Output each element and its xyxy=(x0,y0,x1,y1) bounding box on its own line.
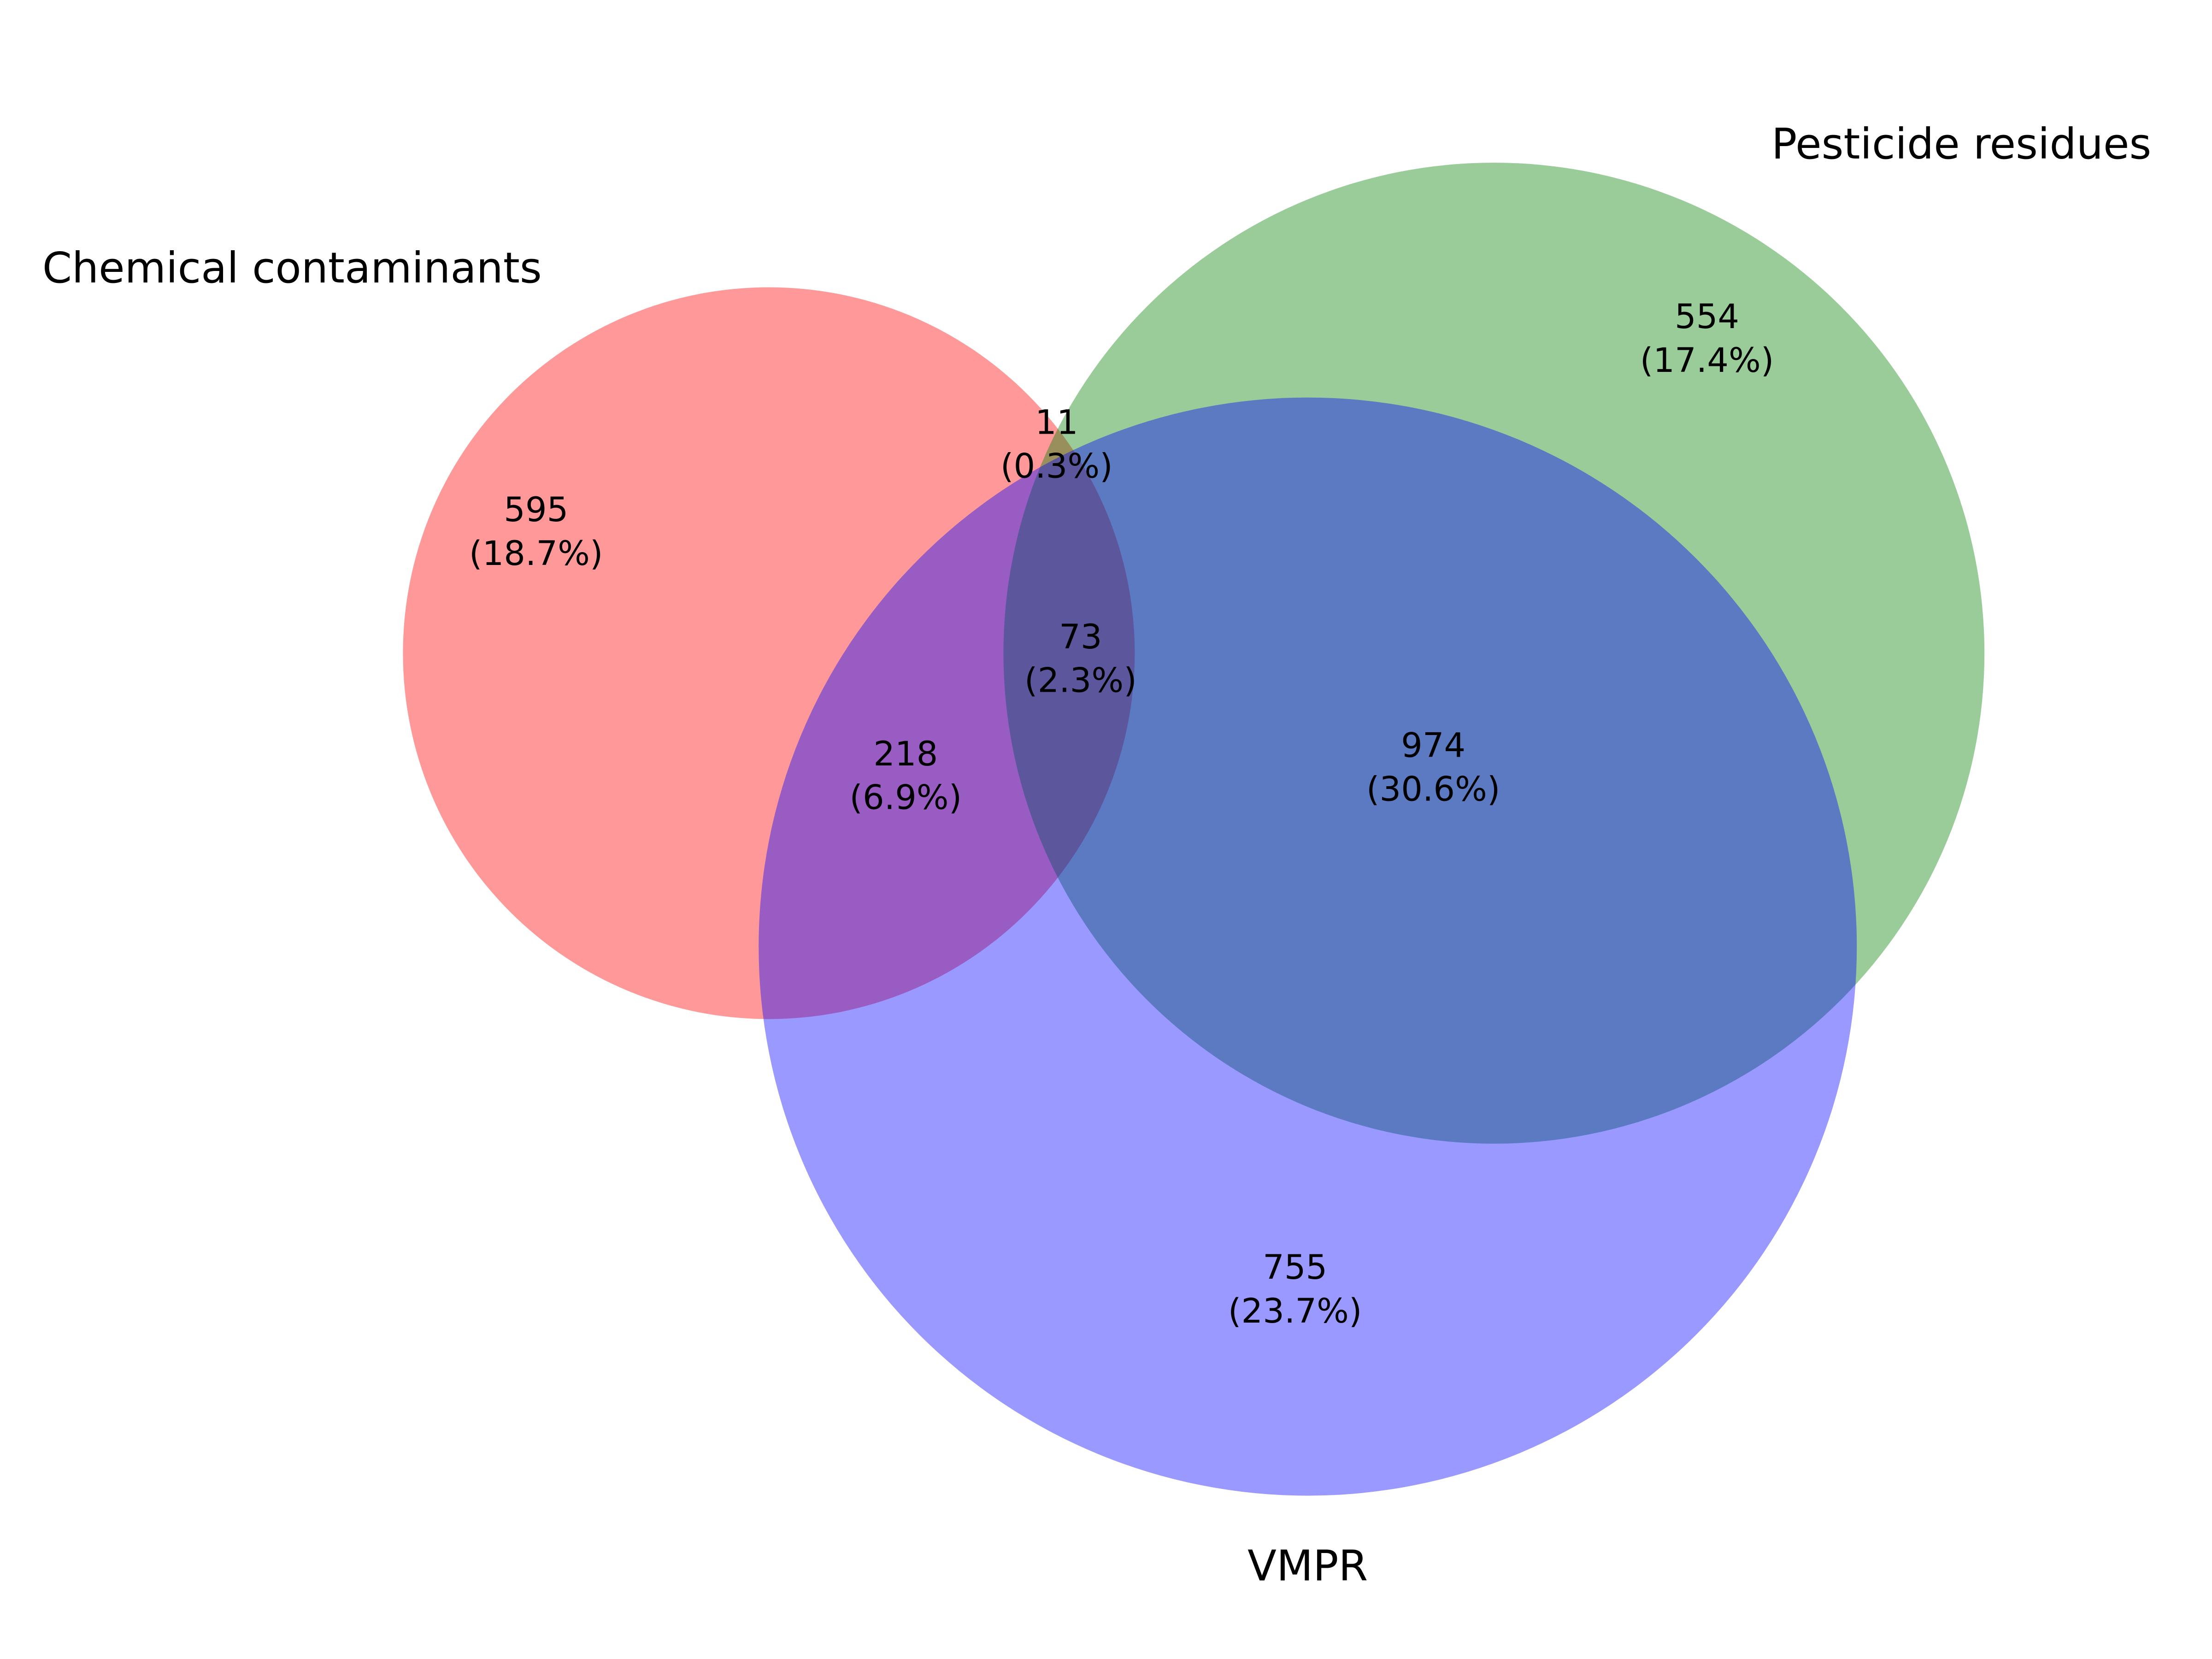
region-percent: (2.3%) xyxy=(1024,661,1137,700)
region-percent: (0.3%) xyxy=(1000,447,1113,486)
region-percent: (23.7%) xyxy=(1228,1292,1362,1331)
region-percent: (18.7%) xyxy=(469,534,603,573)
region-percent: (17.4%) xyxy=(1640,341,1774,380)
region-count: 73 xyxy=(1059,618,1102,657)
set-label: Pesticide residues xyxy=(1771,119,2151,169)
set-circle xyxy=(403,287,1135,1019)
region-count: 218 xyxy=(873,735,938,774)
region-percent: (6.9%) xyxy=(849,778,962,818)
region-count: 11 xyxy=(1035,403,1078,442)
region-count: 974 xyxy=(1401,726,1465,765)
set-label: Chemical contaminants xyxy=(42,243,542,293)
region-count: 755 xyxy=(1263,1248,1327,1287)
set-circle xyxy=(759,397,1857,1496)
labels: Chemical contaminants Pesticide residues V… xyxy=(42,119,2152,1591)
set-label: VMPR xyxy=(1247,1541,1368,1590)
region-count: 554 xyxy=(1675,297,1739,336)
region-percent: (30.6%) xyxy=(1366,770,1500,809)
region-count: 595 xyxy=(504,490,568,529)
circles xyxy=(403,162,1985,1496)
set-circle xyxy=(1003,162,1985,1144)
